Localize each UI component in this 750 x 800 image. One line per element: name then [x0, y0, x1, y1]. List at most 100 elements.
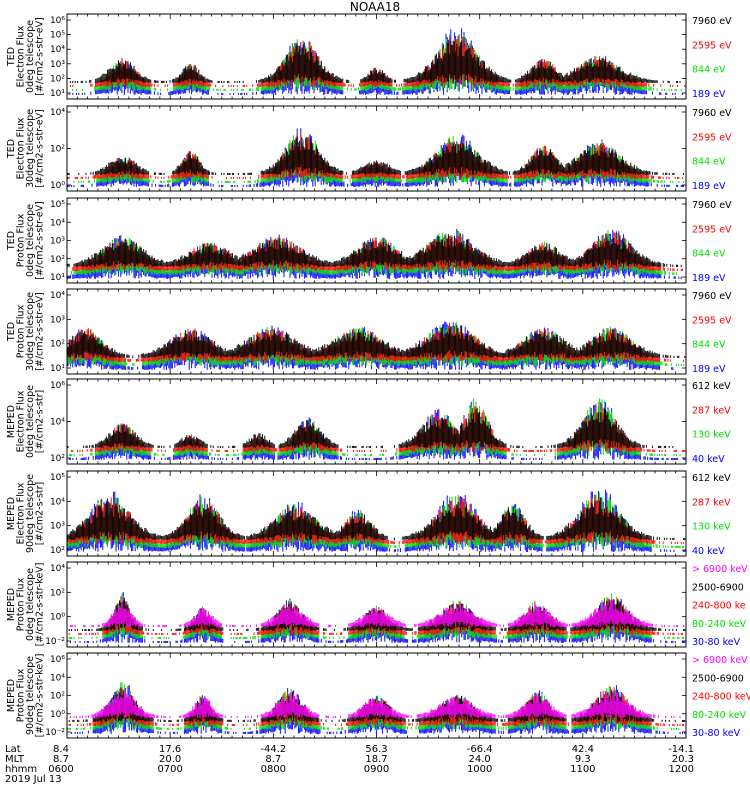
series-traces: [67, 489, 686, 552]
y-tick-label: 10⁶: [50, 655, 65, 665]
footer-mlt-value: 18.7: [365, 754, 387, 765]
y-tick-label: 10²: [50, 692, 65, 702]
legend-entry: 844 eV: [692, 65, 726, 76]
legend-entry: 40 keV: [692, 546, 725, 557]
y-tick-label: 10³: [50, 237, 65, 247]
series-trace: [69, 40, 681, 83]
y-axis-label: MEPEDElectron Flux90deg telescope[#/cm2-…: [6, 474, 46, 553]
legend-entry: 844 eV: [692, 340, 726, 351]
y-tick-label: 10¹: [50, 89, 65, 99]
panel-6: 10² 10³ 10⁴ 10⁵ MEPEDElectron Flux90deg tele…: [6, 470, 731, 557]
y-tick-label: 10⁴: [50, 564, 65, 574]
footer-row-label: Lat: [5, 744, 21, 755]
y-tick-label: 10²: [50, 255, 65, 265]
series-traces: [68, 592, 686, 643]
y-tick-label: 10⁴: [50, 108, 65, 118]
legend-entry: 287 keV: [692, 497, 731, 508]
y-axis-label: TEDElectron Flux0deg telescope[#/cm2-s-s…: [6, 17, 46, 96]
series-trace: [67, 234, 682, 267]
panel-3: 10¹ 10² 10³ 10⁴ 10⁵ TEDProton Flux0deg telesc…: [6, 197, 732, 284]
y-tick-label: 10⁴: [50, 218, 65, 228]
y-axis-label: MEPEDProton Flux90deg telescope[#/cm2-s-…: [6, 654, 46, 738]
footer-lat-value: 42.4: [572, 744, 594, 755]
panel-8: 10⁻² 10⁰ 10² 10⁴ 10⁶ MEPEDProton Flux90deg te…: [6, 652, 750, 739]
footer-mlt-value: 24.0: [469, 754, 491, 765]
legend-entry: 612 keV: [692, 473, 731, 484]
panel-4: 10¹ 10² 10³ 10⁴ TEDProton Flux30deg telescop…: [6, 288, 732, 375]
y-tick-label: 10⁵: [50, 31, 65, 41]
legend-entry: 612 keV: [692, 381, 731, 392]
series-traces: [67, 682, 686, 734]
footer-lat-value: -66.4: [467, 744, 493, 755]
panel-7: 10⁻² 10⁰ 10² 10⁴ MEPEDProton Flux0deg telesc…: [6, 561, 748, 648]
legend-entry: 7960 eV: [692, 108, 732, 119]
legend-entry: 7960 eV: [692, 291, 732, 302]
y-tick-label: 10²: [50, 74, 65, 84]
y-tick-label: 10⁻²: [45, 637, 65, 647]
series-trace: [69, 689, 681, 718]
y-tick-label: 10⁻²: [45, 728, 65, 738]
legend-entry: 2595 eV: [692, 224, 732, 235]
y-tick-label: 10⁴: [50, 497, 65, 507]
series-trace: [69, 599, 685, 627]
footer-lat-value: 17.6: [159, 744, 181, 755]
y-tick-label: 10⁴: [50, 45, 65, 55]
series-traces: [67, 128, 685, 187]
legend-entry: 189 eV: [692, 181, 726, 192]
panel-2: 10⁰ 10² 10⁴ TEDElectron Flux30deg telescope…: [6, 105, 732, 192]
y-tick-label: 10⁰: [50, 710, 65, 720]
y-axis-label: MEPEDProton Flux0deg telescope[#/cm2-s-s…: [6, 563, 46, 647]
y-tick-label: 10⁴: [50, 291, 65, 301]
footer-hhmm-value: 0600: [48, 764, 73, 775]
legend-entry: 7960 eV: [692, 200, 732, 211]
y-tick-label: 10²: [50, 546, 65, 556]
footer-hhmm-value: 0800: [261, 764, 286, 775]
legend-entry: 287 keV: [692, 405, 731, 416]
y-tick-label: 10⁴: [50, 418, 65, 428]
footer-lat-value: -14.1: [668, 744, 694, 755]
legend-entry: 844 eV: [692, 249, 726, 260]
legend-entry: 30-80 keV: [692, 728, 741, 739]
footer-lat-value: -44.2: [260, 744, 286, 755]
y-tick-label: 10³: [50, 60, 65, 70]
legend-entry: 130 keV: [692, 522, 731, 533]
legend-entry: 2595 eV: [692, 40, 732, 51]
y-tick-label: 10⁰: [50, 181, 65, 191]
legend-entry: 2500-6900: [692, 673, 744, 684]
footer-lat-value: 56.3: [365, 744, 387, 755]
y-tick-label: 10¹: [50, 364, 65, 374]
legend-entry: > 6900 keV: [692, 564, 748, 575]
footer-mlt-value: 8.7: [53, 754, 69, 765]
legend-entry: 189 eV: [692, 364, 726, 375]
legend-entry: > 6900 keV: [692, 655, 748, 666]
chart-title: NOAA18: [349, 0, 401, 14]
y-tick-label: 10⁵: [50, 200, 65, 210]
y-tick-label: 10⁶: [50, 381, 65, 391]
series-trace: [67, 136, 685, 175]
legend-entry: 130 keV: [692, 430, 731, 441]
footer-hhmm-value: 1000: [467, 764, 492, 775]
panel-1: 10¹ 10² 10³ 10⁴ 10⁵ 10⁶ TEDElectron Flux0deg t…: [6, 13, 732, 100]
series-trace: [67, 322, 685, 362]
y-tick-label: 10⁴: [50, 673, 65, 683]
series-trace: [67, 497, 686, 540]
series-traces: [67, 228, 683, 279]
footer-hhmm-value: 0700: [157, 764, 182, 775]
legend-entry: 240-800 ke: [692, 601, 746, 612]
series-traces: [67, 321, 686, 370]
legend-entry: 189 eV: [692, 273, 726, 284]
footer-mlt-value: 20.0: [159, 754, 181, 765]
legend-entry: 2595 eV: [692, 315, 732, 326]
footer-hhmm-value: 1100: [570, 764, 595, 775]
y-tick-label: 10⁰: [50, 613, 65, 623]
y-tick-label: 10⁶: [50, 16, 65, 26]
legend-entry: 2500-6900: [692, 582, 744, 593]
footer-mlt-value: 20.3: [672, 754, 694, 765]
y-axis-label: TEDProton Flux30deg telescope[#/cm2-s-st…: [6, 292, 46, 371]
legend-entry: 7960 eV: [692, 16, 732, 27]
footer-hhmm-value: 1200: [669, 764, 694, 775]
legend-entry: 240-800 keV: [692, 692, 750, 703]
y-tick-label: 10²: [50, 340, 65, 350]
